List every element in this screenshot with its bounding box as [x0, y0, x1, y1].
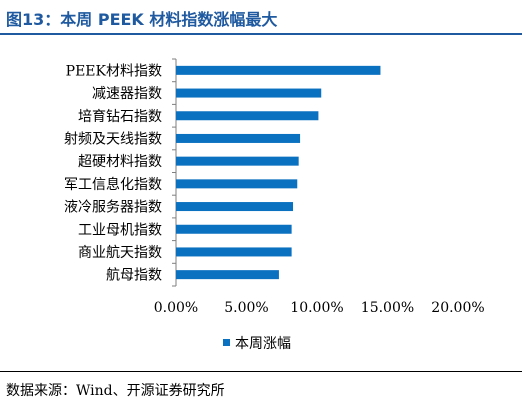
category-label: 航母指数: [106, 268, 162, 284]
bar: [176, 202, 294, 212]
source-divider: [0, 371, 522, 372]
category-label: 射频及天线指数: [64, 131, 162, 147]
category-label: 商业航天指数: [78, 245, 162, 261]
category-labels: PEEK材料指数减速器指数培育钻石指数射频及天线指数超硬材料指数军工信息化指数液…: [64, 63, 162, 283]
x-tick-label: 10.00%: [290, 300, 343, 316]
bar: [176, 111, 319, 121]
legend-swatch: [223, 339, 230, 346]
bar: [176, 156, 299, 166]
axis-layer: [172, 58, 177, 287]
figure-title: 图13：本周 PEEK 材料指数涨幅最大: [6, 10, 278, 29]
legend: 本周涨幅: [223, 336, 291, 352]
legend-label: 本周涨幅: [235, 336, 291, 352]
bar: [176, 88, 322, 98]
x-tick-labels: 0.00% 5.00% 10.00% 15.00% 20.00%: [154, 300, 485, 316]
bar: [176, 224, 292, 234]
category-label: 军工信息化指数: [64, 176, 162, 193]
category-label: 培育钻石指数: [78, 109, 162, 125]
x-tick-label: 0.00%: [154, 300, 198, 316]
category-label: 超硬材料指数: [78, 154, 162, 170]
category-label: 工业母机指数: [78, 222, 162, 238]
bar: [176, 65, 381, 75]
x-tick-label: 5.00%: [224, 300, 268, 316]
category-label: PEEK材料指数: [66, 63, 162, 79]
bar: [176, 270, 279, 280]
bars-layer: [176, 65, 381, 280]
bar: [176, 179, 298, 189]
source-note: 数据来源：Wind、开源证券研究所: [6, 383, 225, 399]
title-divider: [0, 33, 522, 35]
bar: [176, 247, 292, 257]
category-label: 减速器指数: [92, 86, 162, 102]
bar: [176, 133, 301, 143]
x-tick-label: 20.00%: [431, 300, 484, 316]
category-label: 液冷服务器指数: [64, 200, 162, 216]
x-tick-label: 15.00%: [361, 300, 414, 316]
